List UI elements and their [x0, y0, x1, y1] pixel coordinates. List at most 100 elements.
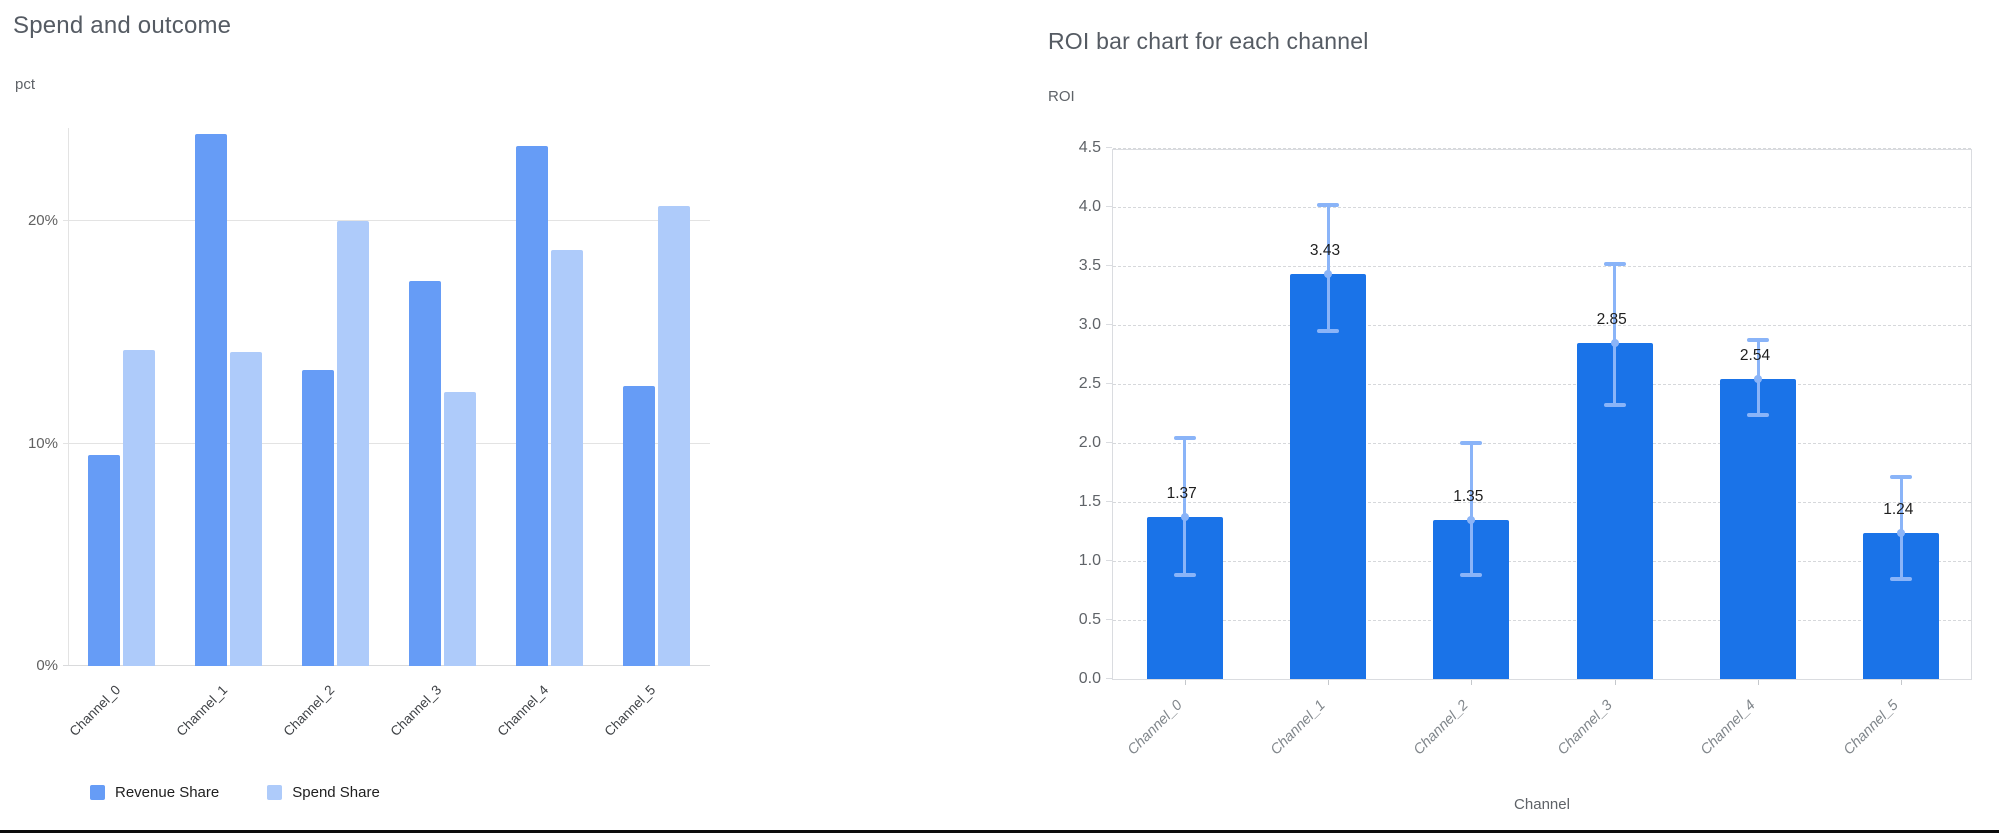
- right-error-cap-top-Channel_0: [1173, 436, 1196, 441]
- right-error-line-Channel_5: [1899, 477, 1903, 579]
- right-bar-value-Channel_4: 2.54: [1739, 347, 1771, 365]
- legend-label: Revenue Share: [115, 784, 220, 801]
- left-chart-title: Spend and outcome: [13, 12, 232, 39]
- right-error-cap-bottom-Channel_3: [1603, 403, 1626, 408]
- left-gridline-0%: [63, 665, 710, 666]
- right-error-cap-bottom-Channel_5: [1890, 576, 1913, 581]
- left-bar-Channel_0-spend[interactable]: [123, 350, 155, 666]
- right-x-tick-Channel_1: [1328, 680, 1329, 685]
- right-y-tick-4.0: 4.0: [1078, 198, 1101, 215]
- right-error-line-Channel_1: [1326, 204, 1330, 331]
- right-y-tick-mark-2.0: [1106, 442, 1112, 443]
- right-y-tick-0.0: 0.0: [1078, 670, 1101, 687]
- right-gridline-1.5: [1113, 502, 1971, 503]
- right-error-cap-top-Channel_4: [1747, 338, 1769, 343]
- legend-item-revenue-share[interactable]: Revenue Share: [90, 784, 219, 801]
- right-error-cap-top-Channel_5: [1890, 475, 1913, 480]
- right-gridline-3.5: [1113, 266, 1971, 267]
- left-x-label-Channel_4: Channel_4: [494, 682, 551, 739]
- right-error-marker-Channel_1: [1324, 270, 1332, 279]
- left-bar-Channel_2-revenue[interactable]: [302, 370, 334, 666]
- right-y-tick-mark-4.5: [1106, 147, 1112, 148]
- right-x-label-Channel_5: Channel_5: [1841, 697, 1902, 759]
- right-x-tick-Channel_3: [1614, 680, 1616, 685]
- right-x-tick-Channel_2: [1471, 680, 1473, 685]
- right-y-tick-mark-0.5: [1106, 619, 1112, 620]
- left-gridline-10%: [63, 442, 710, 444]
- right-error-line-Channel_2: [1469, 443, 1473, 576]
- right-gridline-2.5: [1113, 384, 1971, 385]
- left-chart-legend: Revenue Share Spend Share: [90, 784, 380, 801]
- right-y-tick-3.5: 3.5: [1078, 257, 1101, 274]
- left-y-axis-unit-label: pct: [15, 76, 36, 93]
- left-bar-Channel_3-revenue[interactable]: [409, 281, 441, 666]
- right-error-cap-bottom-Channel_2: [1460, 573, 1483, 578]
- left-bar-Channel_0-revenue[interactable]: [88, 454, 120, 666]
- legend-label: Spend Share: [292, 784, 380, 801]
- left-x-label-Channel_5: Channel_5: [601, 682, 658, 739]
- right-bar-value-Channel_3: 2.85: [1596, 310, 1627, 328]
- left-x-label-Channel_2: Channel_2: [280, 682, 337, 739]
- right-error-cap-top-Channel_1: [1317, 202, 1339, 207]
- right-bar-value-Channel_0: 1.37: [1166, 485, 1197, 503]
- right-bar-value-Channel_2: 1.35: [1453, 487, 1484, 505]
- right-y-tick-mark-3.5: [1106, 265, 1112, 266]
- left-plot-area: 0% 10% 20% Channel_0 Channel_1 Channel_2 Chann…: [28, 128, 710, 739]
- right-x-axis-title: Channel: [1514, 796, 1570, 813]
- right-chart-title: ROI bar chart for each channel: [1048, 28, 1369, 54]
- left-x-label-Channel_1: Channel_1: [173, 682, 230, 739]
- right-x-label-Channel_4: Channel_4: [1697, 697, 1759, 759]
- right-bar-value-Channel_1: 3.43: [1309, 242, 1341, 260]
- left-bar-Channel_5-spend[interactable]: [658, 205, 690, 666]
- right-error-marker-Channel_4: [1754, 375, 1762, 384]
- right-x-label-Channel_3: Channel_3: [1554, 697, 1616, 759]
- right-error-cap-bottom-Channel_0: [1173, 573, 1196, 578]
- right-error-line-Channel_3: [1613, 263, 1617, 406]
- right-bar-Channel_1[interactable]: [1290, 274, 1366, 679]
- left-y-tick-0%: 0%: [36, 657, 58, 674]
- bottom-separator-line: [0, 830, 1999, 833]
- right-gridline-4.0: [1113, 207, 1971, 208]
- right-gridline-2.0: [1113, 443, 1971, 444]
- right-y-tick-1.5: 1.5: [1078, 493, 1101, 510]
- right-y-tick-4.5: 4.5: [1078, 139, 1101, 156]
- right-x-label-Channel_2: Channel_2: [1411, 697, 1472, 759]
- right-error-cap-top-Channel_2: [1460, 441, 1483, 445]
- right-y-tick-0.5: 0.5: [1078, 611, 1101, 628]
- left-bar-Channel_4-revenue[interactable]: [516, 145, 548, 666]
- right-bar-value-Channel_5: 1.24: [1883, 500, 1914, 518]
- right-x-label-Channel_1: Channel_1: [1267, 697, 1329, 759]
- right-gridline-1.0: [1113, 561, 1971, 562]
- right-bar-Channel_4[interactable]: [1720, 379, 1796, 679]
- right-x-tick-Channel_4: [1758, 680, 1759, 685]
- left-y-tick-20%: 20%: [27, 212, 58, 230]
- left-bar-Channel_4-spend[interactable]: [551, 250, 583, 666]
- left-bar-Channel_1-revenue[interactable]: [195, 134, 227, 666]
- left-bar-Channel_5-revenue[interactable]: [623, 385, 655, 666]
- left-gridline-20%: [63, 220, 710, 222]
- left-bar-Channel_3-spend[interactable]: [444, 392, 476, 666]
- right-error-marker-Channel_2: [1467, 515, 1476, 524]
- right-gridline-3.0: [1113, 325, 1971, 326]
- left-bar-Channel_1-spend[interactable]: [230, 352, 262, 666]
- legend-item-spend-share[interactable]: Spend Share: [267, 784, 380, 801]
- legend-swatch-icon: [90, 785, 105, 800]
- right-y-tick-mark-2.5: [1106, 383, 1112, 384]
- right-error-cap-bottom-Channel_4: [1747, 412, 1769, 417]
- right-y-tick-3.0: 3.0: [1078, 316, 1101, 333]
- right-x-label-Channel_0: Channel_0: [1124, 697, 1186, 759]
- right-error-line-Channel_0: [1183, 438, 1187, 576]
- right-y-tick-1.0: 1.0: [1078, 552, 1101, 569]
- legend-swatch-icon: [267, 785, 283, 800]
- right-y-tick-mark-1.5: [1106, 501, 1112, 502]
- right-error-marker-Channel_5: [1897, 528, 1906, 537]
- right-y-tick-mark-0.0: [1106, 678, 1112, 679]
- right-y-tick-mark-4.0: [1106, 206, 1112, 207]
- right-plot-area: 0.0 0.5 1.0 1.5 2.0 2.5 3.0 3.5 4.0 4.5 1.37 Channe…: [1079, 139, 1972, 758]
- right-x-tick-Channel_0: [1184, 680, 1186, 685]
- right-error-cap-bottom-Channel_1: [1317, 328, 1339, 333]
- left-bar-Channel_2-spend[interactable]: [337, 221, 369, 666]
- right-y-tick-mark-3.0: [1106, 324, 1112, 325]
- right-x-tick-Channel_5: [1901, 680, 1903, 685]
- right-y-axis-unit-label: ROI: [1048, 88, 1075, 105]
